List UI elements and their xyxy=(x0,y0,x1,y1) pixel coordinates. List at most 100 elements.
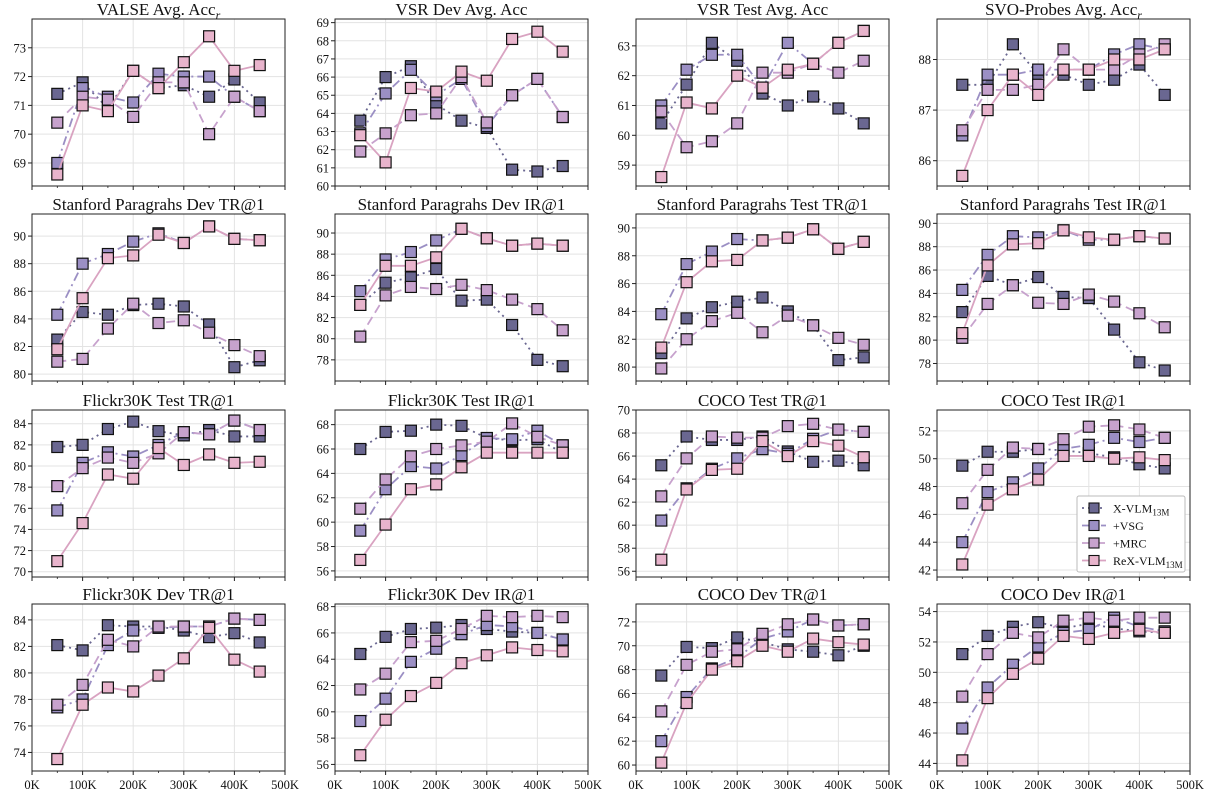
data-point xyxy=(101,308,115,321)
y-tick-label: 64 xyxy=(317,467,330,481)
data-point xyxy=(806,417,820,430)
y-tick-label: 63 xyxy=(317,125,330,139)
panel-title: Flickr30K Test IR@1 xyxy=(388,391,535,410)
data-point xyxy=(404,259,417,272)
y-tick-label: 60 xyxy=(618,129,631,143)
data-point xyxy=(228,361,241,374)
series-line xyxy=(961,436,1165,543)
data-point xyxy=(731,631,744,644)
data-point xyxy=(680,276,693,289)
data-point xyxy=(1032,473,1045,486)
data-point xyxy=(556,360,569,373)
y-tick-label: 72 xyxy=(14,70,27,84)
data-point xyxy=(1032,462,1045,475)
data-point xyxy=(832,36,845,49)
data-point xyxy=(756,639,769,652)
data-point xyxy=(655,105,668,118)
data-point xyxy=(832,242,845,255)
data-point xyxy=(1006,68,1020,81)
data-point xyxy=(253,350,266,363)
data-point xyxy=(253,455,266,468)
data-point xyxy=(354,285,367,298)
data-point xyxy=(430,634,443,647)
data-point xyxy=(1107,323,1121,336)
data-point xyxy=(857,638,870,651)
series-line xyxy=(660,618,864,742)
data-point xyxy=(127,640,140,653)
data-point xyxy=(705,48,719,61)
data-point xyxy=(531,353,544,366)
panel-9: Flickr30K Test TR@1 70 72 74 76 78 80 82 84 xyxy=(14,391,286,581)
data-point xyxy=(51,698,64,711)
data-point xyxy=(101,681,115,694)
panel-title: COCO Dev TR@1 xyxy=(698,585,828,604)
data-point xyxy=(781,99,794,112)
data-point xyxy=(1158,611,1171,624)
data-point xyxy=(832,423,845,436)
data-point xyxy=(101,468,115,481)
data-point xyxy=(480,609,493,622)
x-tick-label: 400K xyxy=(221,778,249,789)
data-point xyxy=(455,439,468,452)
data-point xyxy=(152,669,165,682)
y-tick-label: 76 xyxy=(14,719,27,733)
panel-title: Stanford Paragrahs Test TR@1 xyxy=(657,195,869,214)
data-point xyxy=(1006,238,1020,251)
panel-title-main: Stanford Paragrahs Test IR@1 xyxy=(960,195,1167,214)
data-point xyxy=(981,259,994,272)
data-point xyxy=(404,109,417,122)
data-point xyxy=(1107,233,1121,246)
data-point xyxy=(76,516,89,530)
y-tick-label: 80 xyxy=(317,332,330,346)
x-tick-label: 200K xyxy=(1024,778,1052,789)
x-tick-label: 100K xyxy=(372,778,400,789)
data-point xyxy=(127,249,140,262)
data-point xyxy=(228,430,241,443)
data-point xyxy=(531,446,544,459)
series-line xyxy=(962,42,1166,96)
y-tick-label: 59 xyxy=(618,159,631,173)
data-point xyxy=(531,430,544,443)
data-point xyxy=(781,420,794,433)
data-point xyxy=(680,312,693,325)
data-point xyxy=(857,24,870,38)
data-point xyxy=(832,454,845,467)
data-point xyxy=(1057,297,1070,311)
panel-title-main: VALSE Avg. Acc xyxy=(97,0,216,19)
panel-8: Stanford Paragrahs Test IR@1 78 80 82 84 86 88… xyxy=(919,195,1191,385)
panel-1: VALSE Avg. Accr 69 70 71 72 73 xyxy=(14,0,286,190)
y-tick-label: 80 xyxy=(14,460,27,474)
data-point xyxy=(981,248,994,261)
x-tick-label: 500K xyxy=(1176,778,1204,789)
y-tick-label: 84 xyxy=(14,613,27,627)
data-point xyxy=(556,633,569,646)
data-point xyxy=(705,315,719,328)
data-point xyxy=(806,645,820,658)
data-point xyxy=(956,305,969,319)
y-tick-label: 84 xyxy=(618,305,631,319)
data-point xyxy=(832,636,845,649)
y-tick-label: 62 xyxy=(317,679,330,693)
y-tick-label: 68 xyxy=(317,418,330,432)
x-tick-label: 0K xyxy=(327,778,342,789)
data-point xyxy=(680,430,693,443)
legend-label-main: +VSG xyxy=(1113,519,1144,533)
panel-title: COCO Test IR@1 xyxy=(1001,391,1126,410)
data-point xyxy=(756,234,769,247)
series-line xyxy=(359,624,563,655)
series-4 xyxy=(655,632,870,769)
data-point xyxy=(1057,43,1070,56)
data-point xyxy=(956,78,969,91)
data-point xyxy=(981,445,994,458)
series-3 xyxy=(655,306,870,375)
panel-title-main: Stanford Paragrahs Test TR@1 xyxy=(657,195,869,214)
data-point xyxy=(203,128,216,141)
data-point xyxy=(152,297,165,310)
y-tick-label: 76 xyxy=(14,502,27,516)
data-point xyxy=(455,294,468,307)
data-point xyxy=(404,81,417,95)
data-point xyxy=(455,114,468,127)
data-point xyxy=(556,446,569,459)
data-point xyxy=(354,683,367,696)
data-point xyxy=(857,351,870,364)
